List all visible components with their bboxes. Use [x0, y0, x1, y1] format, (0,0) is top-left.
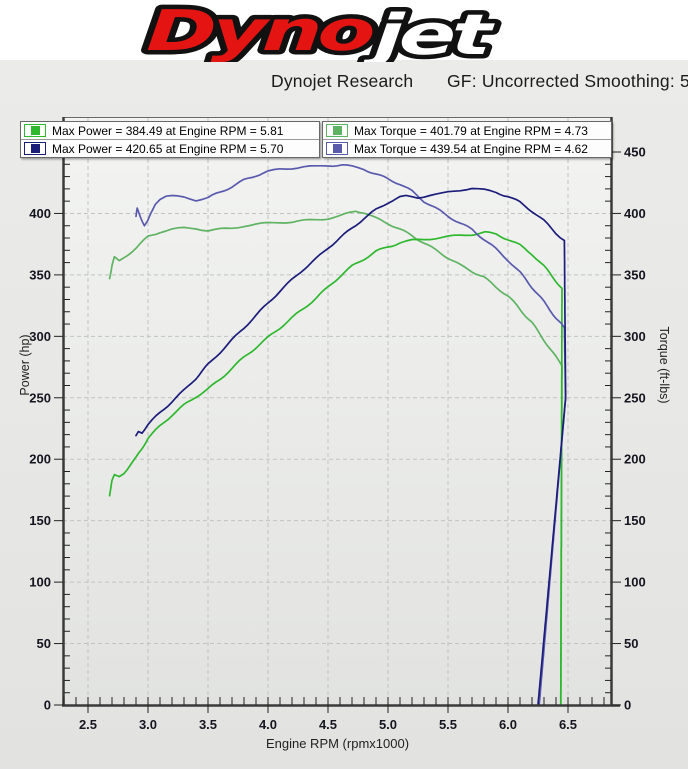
- svg-text:300: 300: [29, 329, 51, 344]
- svg-text:250: 250: [29, 390, 51, 405]
- svg-text:100: 100: [29, 575, 51, 590]
- svg-text:450: 450: [624, 145, 646, 160]
- report-title: Dynojet Research: [271, 71, 414, 91]
- svg-text:100: 100: [624, 575, 646, 590]
- legend-row-torque-2: Max Torque = 439.54 at Engine RPM = 4.62: [323, 139, 611, 157]
- legend-row-power-1: Max Power = 384.49 at Engine RPM = 5.81: [21, 122, 319, 139]
- dynojet-logo: Dyno jet: [0, 0, 688, 73]
- svg-text:0: 0: [44, 698, 51, 713]
- legend-label: Max Power = 384.49 at Engine RPM = 5.81: [52, 123, 284, 138]
- svg-text:150: 150: [624, 513, 646, 528]
- logo-text-jet: jet: [361, 2, 496, 62]
- legend-label: Max Torque = 439.54 at Engine RPM = 4.62: [354, 141, 588, 156]
- torque-purple-swatch: [326, 142, 348, 155]
- power-green-swatch: [24, 124, 46, 137]
- svg-text:5.0: 5.0: [379, 717, 397, 732]
- legend-row-power-2: Max Power = 420.65 at Engine RPM = 5.70: [21, 139, 319, 157]
- svg-text:400: 400: [624, 206, 646, 221]
- svg-text:5.5: 5.5: [439, 717, 457, 732]
- svg-text:4.5: 4.5: [319, 717, 337, 732]
- svg-text:350: 350: [624, 267, 646, 282]
- svg-text:50: 50: [37, 636, 51, 651]
- torque-green-swatch: [326, 124, 348, 137]
- smoothing-status: GF: Uncorrected Smoothing: 5: [447, 71, 688, 91]
- svg-text:6.0: 6.0: [499, 717, 517, 732]
- svg-text:300: 300: [624, 329, 646, 344]
- svg-text:350: 350: [29, 267, 51, 282]
- svg-text:3.0: 3.0: [139, 717, 157, 732]
- svg-text:2.5: 2.5: [79, 717, 97, 732]
- power-navy-swatch: [24, 142, 46, 155]
- svg-text:150: 150: [29, 513, 51, 528]
- svg-text:200: 200: [29, 452, 51, 467]
- legend-label: Max Power = 420.65 at Engine RPM = 5.70: [52, 141, 284, 156]
- dynojet-logo-svg: Dyno jet: [140, 0, 502, 73]
- logo-text-dyno: Dyno: [145, 0, 374, 62]
- svg-text:Torque (ft-lbs): Torque (ft-lbs): [657, 326, 671, 403]
- legend-torque-box: Max Torque = 401.79 at Engine RPM = 4.73…: [322, 121, 612, 158]
- svg-text:400: 400: [29, 206, 51, 221]
- svg-text:200: 200: [624, 452, 646, 467]
- svg-text:4.0: 4.0: [259, 717, 277, 732]
- svg-text:Power (hp): Power (hp): [18, 334, 32, 395]
- svg-text:Engine RPM (rpmx1000): Engine RPM (rpmx1000): [266, 736, 409, 751]
- legend-power-box: Max Power = 384.49 at Engine RPM = 5.81 …: [20, 121, 320, 158]
- svg-text:0: 0: [624, 698, 631, 713]
- svg-text:250: 250: [624, 390, 646, 405]
- svg-text:50: 50: [624, 636, 638, 651]
- svg-text:3.5: 3.5: [199, 717, 217, 732]
- legend-row-torque-1: Max Torque = 401.79 at Engine RPM = 4.73: [323, 122, 611, 139]
- svg-text:6.5: 6.5: [559, 717, 577, 732]
- legend-label: Max Torque = 401.79 at Engine RPM = 4.73: [354, 123, 588, 138]
